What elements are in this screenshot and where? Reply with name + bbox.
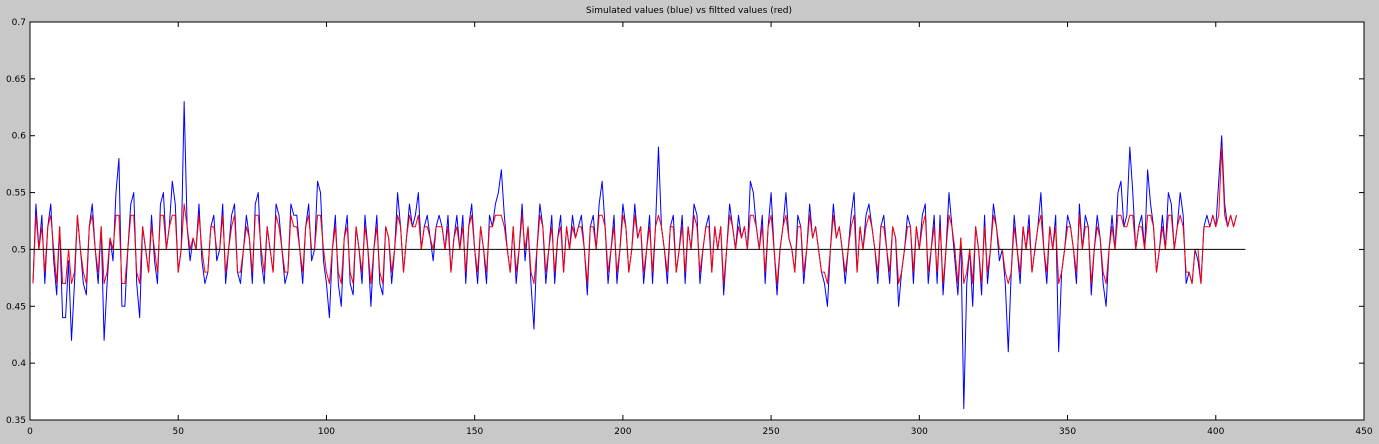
y-tick-label: 0.55 bbox=[6, 189, 26, 199]
x-tick-label: 450 bbox=[1355, 427, 1372, 437]
x-tick-label: 400 bbox=[1207, 427, 1224, 437]
series-layer bbox=[30, 101, 1246, 410]
x-tick-label: 300 bbox=[911, 427, 928, 437]
y-tick-label: 0.65 bbox=[6, 75, 26, 85]
chart-title: Simulated values (blue) vs filtted value… bbox=[586, 6, 792, 16]
y-tick-label: 0.5 bbox=[12, 245, 26, 255]
y-tick-label: 0.35 bbox=[6, 416, 26, 426]
y-tick-label: 0.4 bbox=[12, 359, 27, 369]
y-tick-label: 0.45 bbox=[6, 302, 26, 312]
y-tick-label: 0.6 bbox=[12, 132, 27, 142]
x-tick-label: 50 bbox=[172, 427, 184, 437]
x-tick-label: 0 bbox=[27, 427, 33, 437]
y-tick-label: 0.7 bbox=[12, 18, 26, 28]
x-tick-label: 150 bbox=[466, 427, 483, 437]
x-tick-label: 200 bbox=[614, 427, 631, 437]
axis-ticks: 0 50 100 150 200 250 300 350 400 450 0.35 0.4 0.45 0.… bbox=[6, 18, 1373, 437]
series-line-red bbox=[32, 146, 1238, 285]
x-tick-label: 350 bbox=[1059, 427, 1076, 437]
x-tick-label: 100 bbox=[318, 427, 335, 437]
x-tick-label: 250 bbox=[763, 427, 780, 437]
